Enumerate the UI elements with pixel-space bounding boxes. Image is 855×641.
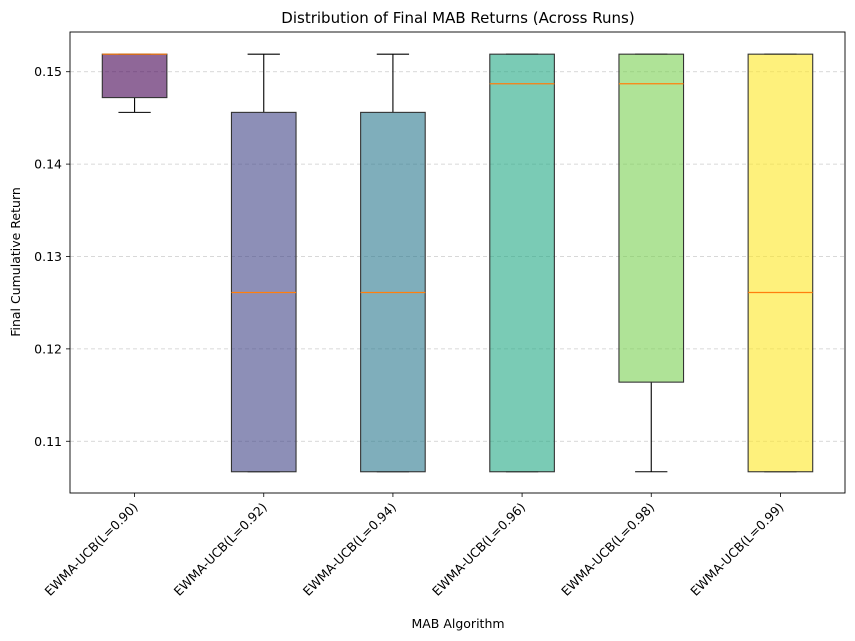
y-tick-label: 0.11 [34,434,62,449]
box-group [618,53,685,473]
x-tick-label: EWMA-UCB(L=0.98) [558,500,657,599]
y-tick-label: 0.12 [34,341,62,356]
x-tick-label: EWMA-UCB(L=0.96) [429,500,528,599]
axes: 0.11 0.12 0.13 0.14 0.15 EWMA-UCB(L=0.90) EWMA… [34,31,846,599]
x-tick-label: EWMA-UCB(L=0.92) [171,500,270,599]
x-tick-label: EWMA-UCB(L=0.94) [300,500,399,599]
box-series [101,53,814,473]
box-group [747,53,814,473]
x-tick-label: EWMA-UCB(L=0.90) [41,500,140,599]
box-group [101,53,168,113]
y-tick-label: 0.13 [34,249,62,264]
box-body [618,53,685,383]
box-group [489,53,555,473]
chart-title: Distribution of Final MAB Returns (Acros… [281,9,634,27]
box-body [747,53,814,473]
y-axis-label: Final Cumulative Return [8,187,23,337]
y-tick-label: 0.14 [34,157,62,172]
box-body [489,53,555,473]
box-group [230,53,297,473]
box-group [360,53,426,473]
x-tick-label: EWMA-UCB(L=0.99) [687,500,786,599]
grid-lines [70,71,845,442]
x-axis-label: MAB Algorithm [411,616,504,631]
plot-frame [69,31,846,494]
box-body [101,53,168,99]
y-tick-label: 0.15 [34,64,62,79]
